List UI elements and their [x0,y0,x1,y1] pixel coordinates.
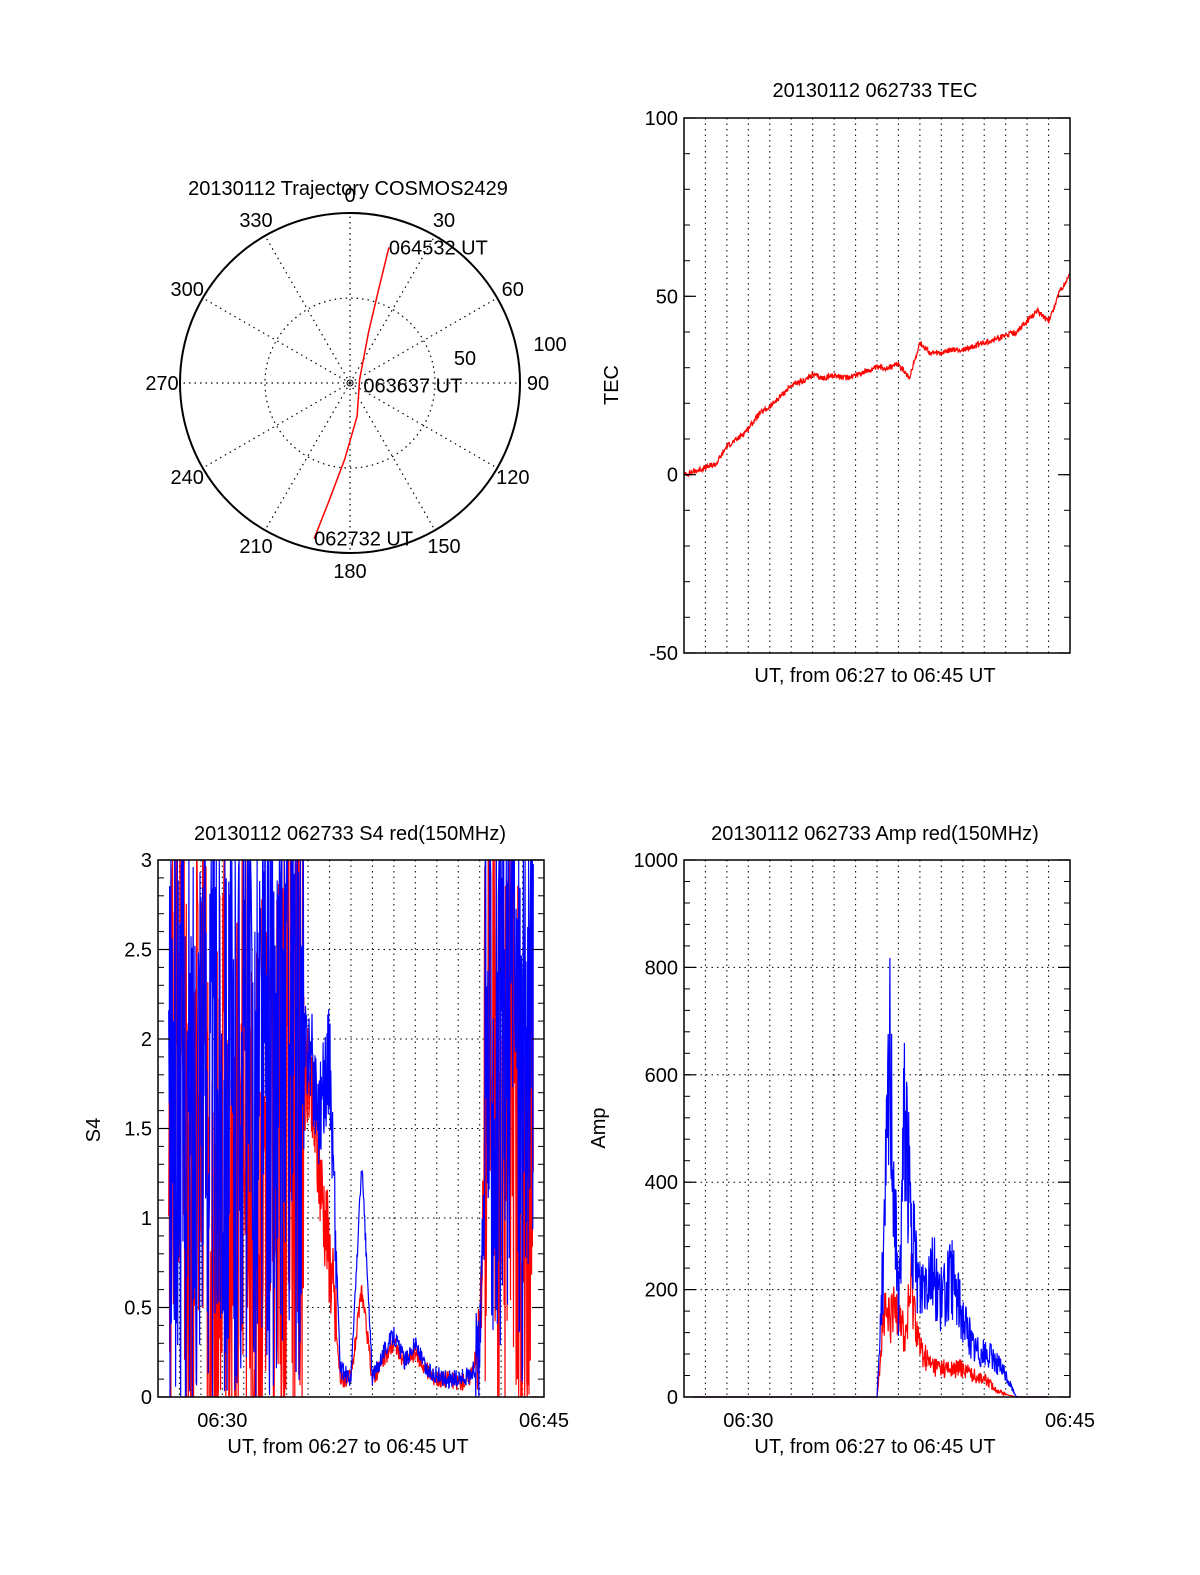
polar-radial-label: 50 [454,348,476,370]
y-tick-label: 2.5 [124,940,152,962]
polar-spoke [202,382,351,469]
y-tick-label: 600 [645,1065,678,1087]
polar-spoke [264,235,351,384]
y-tick-label: 0.5 [124,1298,152,1320]
trajectory-polar-panel: 20130112 Trajectory COSMOS2429 0 30 60 90 12… [145,178,566,583]
trajectory-time-label: 063637 UT [363,375,462,397]
polar-radial-label: 100 [533,334,566,356]
polar-title: 20130112 Trajectory COSMOS2429 [188,178,508,200]
s4-xlabel: UT, from 06:27 to 06:45 UT [227,1436,468,1458]
polar-outer-circle [179,212,521,554]
y-tick-label: 1000 [634,850,679,872]
polar-azimuth-label: 330 [239,210,272,232]
amp-xlabel: UT, from 06:27 to 06:45 UT [754,1436,995,1458]
y-tick-label: 1 [141,1208,152,1230]
x-tick-label: 06:30 [197,1410,247,1432]
plot-frame [683,117,1071,654]
y-tick-label: 0 [667,465,678,487]
polar-spoke [202,297,351,384]
amp-ylabel: Amp [588,1107,610,1148]
polar-azimuth-label: 60 [502,279,524,301]
polar-inner-circle [264,297,436,469]
tec-xlabel: UT, from 06:27 to 06:45 UT [754,665,995,687]
polar-spoke [349,297,498,384]
polar-azimuth-label: 180 [333,561,366,583]
polar-azimuth-label: 150 [427,536,460,558]
trajectory-line [313,247,390,539]
polar-azimuth-label: 240 [171,467,204,489]
amp-title: 20130112 062733 Amp red(150MHz) [711,823,1039,845]
y-tick-label: 3 [141,850,152,872]
y-tick-label: 1.5 [124,1119,152,1141]
x-tick-label: 06:45 [1045,1410,1095,1432]
y-tick-label: 2 [141,1029,152,1051]
polar-azimuth-label: 300 [171,279,204,301]
polar-spoke [264,382,351,531]
series-line-blue [168,858,534,1398]
series-line-red [683,273,1071,478]
y-tick-label: 100 [645,108,678,130]
polar-spoke [349,382,436,531]
polar-spoke [349,382,498,469]
y-tick-label: 0 [667,1387,678,1409]
tec-ylabel: TEC [601,365,623,405]
trajectory-time-label: 062732 UT [314,529,413,551]
y-tick-label: -50 [649,643,678,665]
trajectory-time-label: 064532 UT [389,237,488,259]
x-tick-label: 06:30 [723,1410,773,1432]
s4-panel: 20130112 062733 S4 red(150MHz) UT, from … [83,823,569,1458]
y-tick-label: 800 [645,957,678,979]
x-tick-label: 06:45 [519,1410,569,1432]
tec-panel: 20130112 062733 TEC UT, from 06:27 to 06… [601,80,1071,687]
y-tick-label: 0 [141,1387,152,1409]
series-line-red [694,1252,1049,1398]
amp-panel: 20130112 062733 Amp red(150MHz) UT, from… [588,823,1095,1458]
s4-ylabel: S4 [83,1118,105,1142]
y-tick-label: 400 [645,1172,678,1194]
polar-azimuth-label: 210 [239,536,272,558]
y-tick-label: 200 [645,1280,678,1302]
s4-title: 20130112 062733 S4 red(150MHz) [194,823,506,845]
polar-azimuth-label: 0 [344,185,355,207]
series-line-blue [694,957,1049,1398]
y-tick-label: 50 [656,286,678,308]
polar-azimuth-label: 30 [433,210,455,232]
tec-title: 20130112 062733 TEC [773,80,978,102]
polar-center-marker [346,379,354,387]
polar-azimuth-label: 90 [527,373,549,395]
polar-azimuth-label: 270 [145,373,178,395]
plot-frame [683,859,1071,1398]
polar-azimuth-label: 120 [496,467,529,489]
